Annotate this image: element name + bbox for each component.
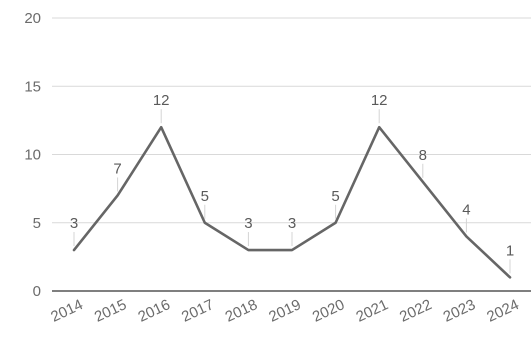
x-tick-label-2020: 2020 xyxy=(310,296,347,326)
x-tick-label-2017: 2017 xyxy=(179,296,216,326)
data-label-2022: 8 xyxy=(419,147,427,164)
data-label-2020: 5 xyxy=(331,188,339,205)
data-label-2024: 1 xyxy=(506,242,514,259)
data-label-2016: 12 xyxy=(153,92,170,109)
x-axis-ticks: 2014 2015 2016 2017 2018 2019 2020 2021 2022 2023… xyxy=(48,296,521,326)
x-tick-label-2014: 2014 xyxy=(48,296,85,326)
data-labels: 3 7 12 5 3 3 5 12 8 4 1 xyxy=(70,92,514,259)
y-tick-label-5: 5 xyxy=(33,215,41,232)
data-label-2018: 3 xyxy=(244,215,252,232)
data-label-2017: 5 xyxy=(201,188,209,205)
x-tick-label-2015: 2015 xyxy=(92,296,129,326)
data-label-2019: 3 xyxy=(288,215,296,232)
data-label-2023: 4 xyxy=(462,201,470,218)
y-axis-ticks: 0 5 10 15 20 xyxy=(24,10,41,300)
x-tick-label-2024: 2024 xyxy=(484,296,521,326)
data-label-2021: 12 xyxy=(371,92,388,109)
x-tick-label-2018: 2018 xyxy=(223,296,260,326)
data-label-2015: 7 xyxy=(113,160,121,177)
x-tick-label-2023: 2023 xyxy=(441,296,478,326)
x-tick-label-2022: 2022 xyxy=(397,296,434,326)
x-tick-label-2021: 2021 xyxy=(353,296,390,326)
data-label-2014: 3 xyxy=(70,215,78,232)
x-tick-label-2016: 2016 xyxy=(135,296,172,326)
series-group xyxy=(72,125,512,279)
y-tick-label-15: 15 xyxy=(24,78,41,95)
y-tick-label-0: 0 xyxy=(33,283,41,300)
gridlines xyxy=(52,17,531,292)
y-tick-label-20: 20 xyxy=(24,10,41,27)
series-line xyxy=(72,125,512,279)
y-tick-label-10: 10 xyxy=(24,147,41,164)
x-tick-label-2019: 2019 xyxy=(266,296,303,326)
label-leader-lines xyxy=(73,109,511,274)
